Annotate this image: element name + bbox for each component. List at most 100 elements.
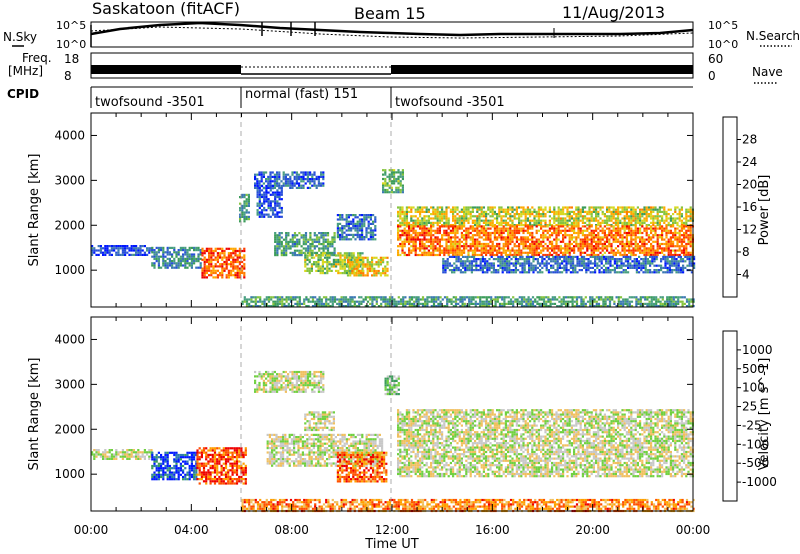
heatmap-cell [110,247,113,250]
heatmap-cell [480,213,483,216]
heatmap-cell [263,302,266,305]
heatmap-cell [315,265,318,268]
heatmap-cell [419,215,422,218]
heatmap-cell [526,247,529,250]
heatmap-cell [346,252,349,255]
heatmap-cell [562,206,565,209]
heatmap-cell [265,298,268,301]
heatmap-cell [441,305,444,308]
heatmap-cell [524,245,527,248]
heatmap-cell [606,208,609,211]
heatmap-cell [458,245,461,248]
heatmap-cell [368,269,371,273]
heatmap-cell [658,206,661,209]
heatmap-cell [456,245,459,248]
heatmap-cell [557,221,560,224]
heatmap-cell [315,263,318,266]
heatmap-cell [236,267,239,270]
heatmap-cell [278,232,281,235]
heatmap-cell [564,229,567,232]
heatmap-cell [366,263,369,266]
heatmap-cell [344,300,348,303]
heatmap-cell [496,300,499,303]
heatmap-cell [622,264,625,267]
heatmap-cell [521,255,524,258]
heatmap-cell [592,249,595,252]
heatmap-cell [278,191,281,194]
heatmap-cell [262,182,265,185]
heatmap-cell [619,236,622,239]
heatmap-cell [386,269,389,273]
heatmap-cell [666,271,669,274]
heatmap-cell [683,245,686,248]
heatmap-cell [274,206,277,210]
heatmap-cell [642,260,645,263]
heatmap-cell [504,219,507,222]
heatmap-cell [566,249,569,252]
heatmap-cell [520,253,523,257]
heatmap-cell [554,262,557,265]
heatmap-cell [102,247,105,250]
heatmap-cell [355,265,358,268]
heatmap-cell [471,245,474,248]
heatmap-cell [201,276,204,279]
heatmap-cell [236,265,239,268]
heatmap-cell [280,243,283,246]
heatmap-cell [520,210,523,213]
heatmap-cell [256,184,259,188]
heatmap-cell [427,231,430,235]
heatmap-cell [498,247,501,250]
heatmap-cell [137,247,140,250]
heatmap-cell [271,191,275,194]
heatmap-cell [554,269,557,272]
heatmap-cell [210,271,213,275]
heatmap-cell [421,229,424,232]
heatmap-cell [597,215,600,218]
heatmap-cell [672,219,675,222]
heatmap-cell [630,238,633,241]
heatmap-cell [588,210,591,213]
heatmap-cell [557,247,560,250]
heatmap-cell [278,182,281,185]
heatmap-cell [491,242,494,246]
heatmap-cell [456,251,459,254]
heatmap-cell [675,260,678,263]
heatmap-cell [513,231,516,235]
heatmap-cell [361,227,364,230]
heatmap-cell [465,231,468,235]
heatmap-cell [436,229,439,232]
heatmap-cell [307,245,310,248]
heatmap-cell [646,269,649,272]
heatmap-cell [104,253,107,256]
frequency-panel [90,52,694,79]
heatmap-cell [516,300,519,303]
heatmap-cell [514,271,517,274]
heatmap-cell [405,240,408,243]
heatmap-cell [343,236,346,239]
heatmap-cell [276,302,279,305]
heatmap-cell [442,271,445,274]
heatmap-cell [482,231,485,235]
heatmap-cell [393,180,396,183]
heatmap-cell [642,262,645,265]
heatmap-cell [236,254,239,257]
heatmap-cell [616,271,619,274]
heatmap-cell [162,249,165,252]
heatmap-cell [166,246,169,249]
heatmap-cell [636,213,639,216]
heatmap-cell [326,272,329,275]
heatmap-cell [285,296,288,299]
heatmap-cell [452,245,455,248]
heatmap-cell [326,238,330,241]
heatmap-cell [313,240,316,243]
heatmap-cell [408,229,411,232]
heatmap-cell [425,229,428,232]
heatmap-cell [491,213,494,216]
heatmap-cell [414,225,417,228]
heatmap-cell [513,227,516,230]
heatmap-cell [201,249,204,253]
heatmap-cell [214,269,217,272]
heatmap-cell [474,219,477,222]
heatmap-cell [489,234,492,237]
